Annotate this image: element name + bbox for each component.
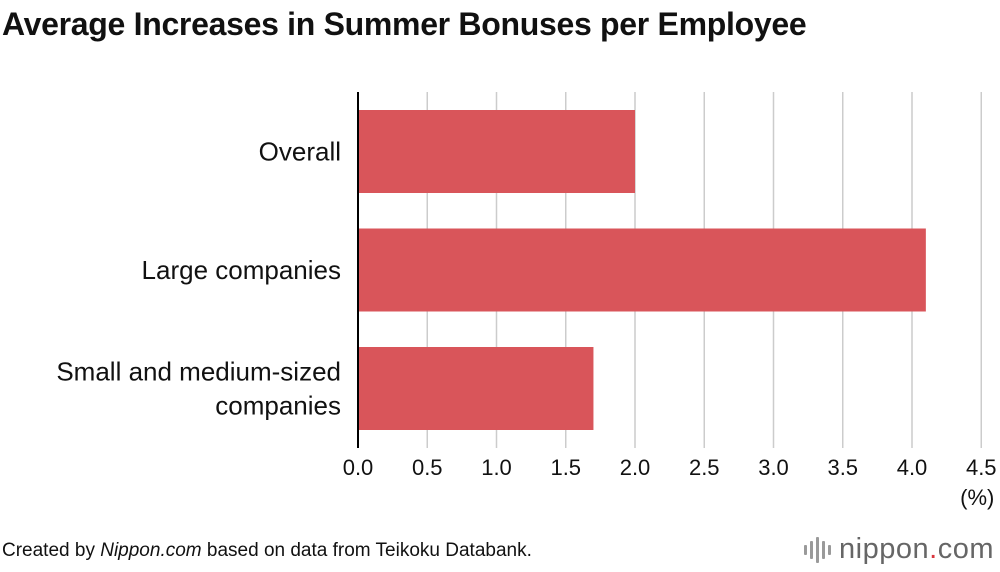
- x-tick-label: 0.0: [343, 455, 374, 480]
- x-tick-labels: 0.0 0.5 1.0 1.5 2.0 2.5 3.0 3.5 4.0 4.5: [343, 455, 997, 480]
- nippon-logo: nippon. com: [804, 533, 994, 566]
- category-label: Large companies: [142, 255, 341, 285]
- category-label: Overall: [259, 137, 341, 167]
- x-tick-label: 4.0: [897, 455, 928, 480]
- x-tick-label: 2.5: [689, 455, 720, 480]
- category-label: Small and medium-sized: [56, 357, 341, 387]
- x-tick-label: 0.5: [412, 455, 443, 480]
- source-credit: Created by Nippon.com based on data from…: [2, 540, 532, 562]
- brand-dot: .: [929, 533, 938, 565]
- x-tick-label: 1.5: [550, 455, 581, 480]
- category-labels: Overall Large companies Small and medium-s…: [56, 137, 341, 421]
- credit-source: Nippon.com: [100, 540, 202, 561]
- category-label: companies: [215, 391, 341, 421]
- bar: [358, 110, 635, 193]
- bar: [358, 228, 926, 312]
- credit-prefix: Created by: [2, 540, 101, 561]
- credit-suffix: based on data from Teikoku Databank.: [201, 540, 532, 561]
- chart-title: Average Increases in Summer Bonuses per …: [2, 6, 807, 42]
- x-tick-label: 1.0: [481, 455, 512, 480]
- x-tick-label: 2.0: [620, 455, 651, 480]
- brand-name-b: com: [937, 533, 994, 565]
- x-axis-unit: (%): [960, 485, 994, 510]
- bar-chart: Overall Large companies Small and medium-s…: [56, 92, 997, 510]
- logo-bars-icon: [804, 536, 832, 563]
- brand-name-a: nippon: [839, 533, 930, 565]
- x-tick-label: 4.5: [966, 455, 997, 480]
- x-tick-label: 3.0: [758, 455, 789, 480]
- x-tick-label: 3.5: [827, 455, 858, 480]
- bar: [358, 347, 594, 430]
- bars: [358, 110, 926, 430]
